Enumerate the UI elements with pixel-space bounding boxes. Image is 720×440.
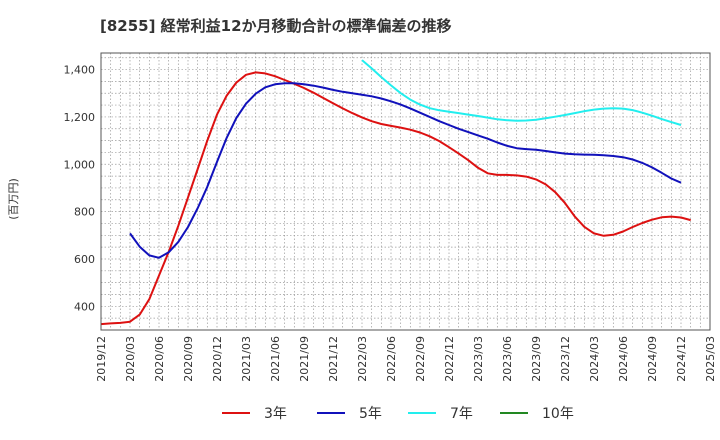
x-tick-label: 2019/12 [95, 336, 108, 382]
x-tick-label: 2021/06 [269, 336, 282, 382]
x-tick-label: 2023/06 [501, 336, 514, 382]
legend-label: 3年 [264, 406, 287, 422]
legend-label: 5年 [359, 406, 382, 422]
chart-title: [8255] 経常利益12か月移動合計の標準偏差の推移 [100, 17, 452, 35]
legend-label: 10年 [542, 406, 574, 422]
y-tick-label: 1,400 [64, 64, 96, 77]
x-tick-label: 2023/12 [559, 336, 572, 382]
x-tick-label: 2020/12 [211, 336, 224, 382]
y-tick-label: 400 [74, 300, 95, 313]
x-tick-label: 2024/03 [588, 336, 601, 382]
x-tick-label: 2020/09 [182, 336, 195, 382]
x-tick-label: 2022/06 [385, 336, 398, 382]
y-tick-label: 1,200 [64, 111, 96, 124]
y-tick-label: 1,000 [64, 158, 96, 171]
series-line-3年 [100, 71, 691, 326]
x-tick-label: 2020/06 [153, 336, 166, 382]
x-tick-label: 2024/12 [675, 336, 688, 382]
legend-item: 7年 [408, 406, 473, 422]
legend-item: 10年 [500, 406, 574, 422]
x-tick-label: 2022/03 [356, 336, 369, 382]
grid [101, 53, 710, 330]
y-tick-label: 800 [74, 206, 95, 219]
x-tick-label: 2023/09 [530, 336, 543, 382]
x-axis-ticks: 2019/12 2020/03 2020/06 2020/09 2020/12 2021/… [95, 336, 717, 382]
legend-label: 7年 [450, 406, 473, 422]
x-tick-label: 2024/06 [617, 336, 630, 382]
legend-item: 5年 [317, 406, 382, 422]
x-tick-label: 2025/03 [704, 336, 717, 382]
x-tick-label: 2022/12 [443, 336, 456, 382]
plot-frame [100, 52, 711, 331]
x-tick-label: 2024/09 [646, 336, 659, 382]
x-tick-label: 2021/12 [327, 336, 340, 382]
series-group [100, 59, 691, 326]
x-tick-label: 2023/03 [472, 336, 485, 382]
x-tick-label: 2020/03 [124, 336, 137, 382]
legend-item: 3年 [222, 406, 287, 422]
x-tick-label: 2021/09 [298, 336, 311, 382]
x-tick-label: 2022/09 [414, 336, 427, 382]
y-axis-label: (百万円) [7, 178, 20, 220]
legend: 3年 5年 7年 10年 [222, 406, 574, 422]
y-tick-label: 600 [74, 253, 95, 266]
x-tick-label: 2021/03 [240, 336, 253, 382]
y-axis-ticks: 400 600 800 1,000 1,200 1,400 [64, 64, 96, 314]
series-line-7年 [361, 59, 682, 126]
series-line-5年 [129, 82, 682, 259]
